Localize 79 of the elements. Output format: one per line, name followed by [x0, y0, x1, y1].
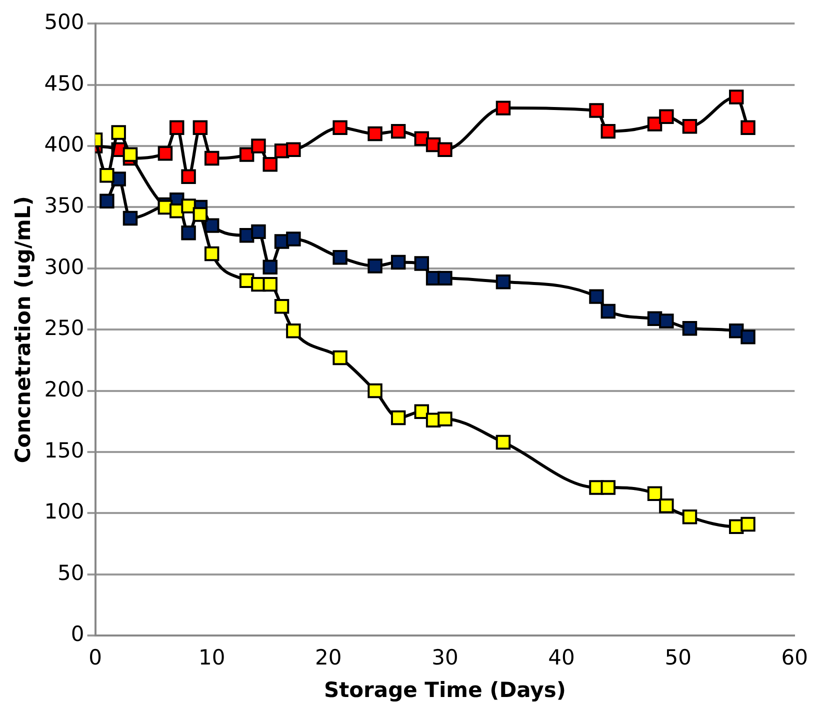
y-tick-label: 350	[44, 194, 84, 218]
point	[368, 126, 382, 142]
y-tick-label: 0	[70, 622, 84, 646]
y-tick-label: 50	[58, 560, 84, 585]
point	[286, 323, 301, 338]
point	[332, 120, 348, 136]
point	[414, 404, 430, 419]
point	[659, 109, 674, 124]
point	[122, 210, 138, 226]
point	[332, 350, 348, 366]
point	[390, 410, 406, 426]
point	[496, 274, 511, 290]
point	[390, 124, 406, 139]
point	[181, 169, 196, 184]
x-tick-label: 0	[88, 646, 102, 670]
point	[438, 270, 452, 286]
point	[262, 276, 278, 292]
point	[204, 246, 220, 262]
point	[496, 100, 511, 116]
point	[239, 147, 254, 162]
point	[659, 498, 674, 514]
point	[438, 142, 452, 158]
point	[192, 120, 208, 136]
point	[368, 383, 382, 398]
y-tick-label: 200	[44, 377, 84, 402]
point	[728, 90, 744, 104]
y-tick-label: 100	[44, 500, 84, 524]
point	[600, 124, 616, 139]
point	[181, 226, 196, 240]
y-tick-label: 300	[44, 254, 84, 279]
point	[204, 218, 220, 233]
point	[647, 116, 662, 132]
point	[589, 103, 604, 118]
x-tick-label: 50	[664, 646, 692, 670]
x-tick-label: 10	[198, 646, 226, 670]
point	[251, 224, 266, 240]
point	[682, 510, 698, 524]
point	[111, 125, 126, 140]
point	[390, 254, 406, 270]
point	[332, 250, 348, 265]
point	[158, 146, 173, 161]
point	[600, 304, 616, 319]
point	[286, 232, 301, 246]
point	[496, 434, 511, 450]
point	[682, 119, 698, 134]
point	[286, 142, 301, 158]
x-axis-title: Storage Time (Days)	[324, 678, 566, 702]
point	[589, 289, 604, 304]
y-tick-label: 500	[44, 10, 84, 34]
y-axis-title: Concnetration (ug/mL)	[11, 196, 36, 464]
point	[204, 150, 220, 166]
point	[368, 258, 382, 274]
point	[100, 194, 114, 208]
y-tick-label: 250	[44, 316, 84, 340]
point	[262, 260, 278, 275]
x-tick-label: 30	[432, 646, 458, 670]
x-tick-label: 20	[315, 646, 342, 670]
point	[414, 256, 430, 271]
point	[274, 298, 290, 314]
point	[659, 314, 674, 328]
point	[647, 486, 662, 501]
y-tick-label: 400	[44, 132, 84, 156]
point	[192, 207, 208, 222]
point	[600, 480, 616, 495]
point	[170, 120, 184, 136]
x-tick-label: 60	[781, 646, 808, 670]
point	[740, 120, 756, 136]
point	[682, 321, 698, 336]
point	[262, 156, 278, 172]
point	[122, 147, 138, 162]
y-tick-label: 150	[44, 438, 84, 462]
y-tick-label: 450	[44, 71, 84, 96]
point	[251, 138, 266, 154]
point	[740, 516, 756, 532]
x-tick-label: 40	[548, 646, 575, 670]
point	[100, 168, 114, 183]
point	[740, 330, 756, 344]
point	[438, 412, 452, 426]
point	[181, 198, 196, 214]
